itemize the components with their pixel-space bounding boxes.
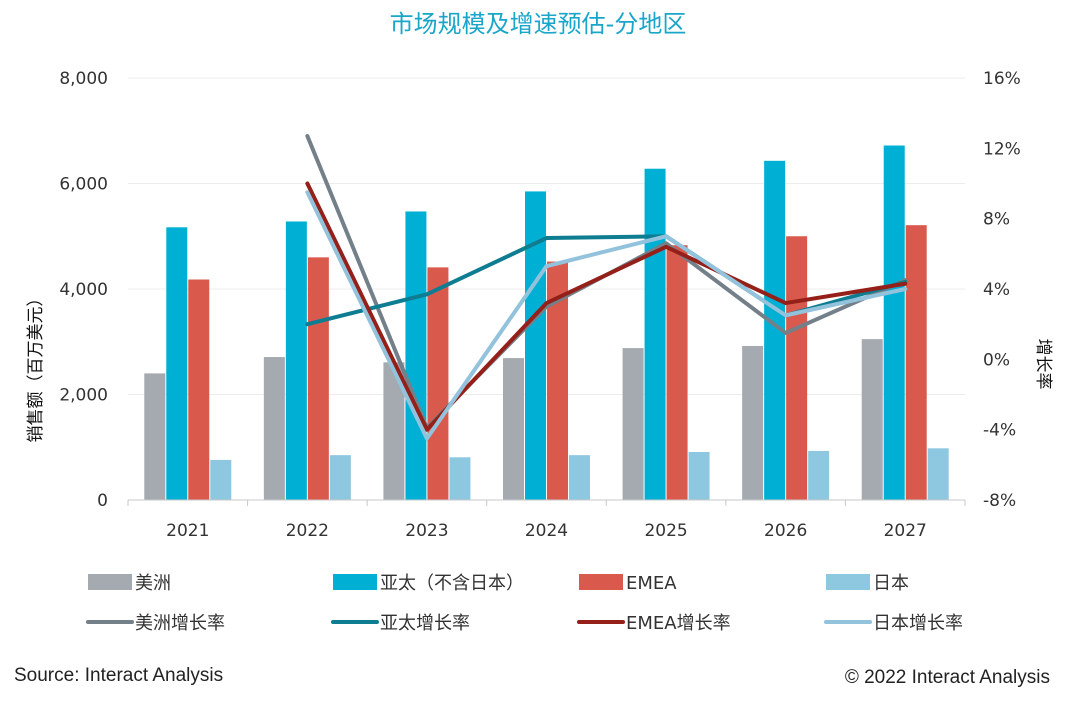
bar bbox=[307, 257, 329, 500]
bar bbox=[883, 145, 905, 500]
x-tick-label: 2021 bbox=[166, 521, 209, 541]
line-series bbox=[305, 134, 908, 441]
legend-swatch bbox=[88, 574, 132, 590]
bar bbox=[569, 455, 590, 500]
bar bbox=[644, 168, 666, 501]
y-axis-right-label: 增长率 bbox=[1033, 339, 1053, 390]
bar bbox=[742, 345, 764, 500]
copyright-note: © 2022 Interact Analysis bbox=[844, 667, 1050, 688]
legend-label: EMEA bbox=[626, 573, 677, 594]
y-left-tick-label: 8,000 bbox=[59, 69, 108, 89]
bar bbox=[927, 448, 949, 500]
gridlines bbox=[128, 77, 965, 395]
legend-label: 亚太（不含日本） bbox=[380, 573, 524, 594]
legend-label: EMEA增长率 bbox=[626, 613, 731, 634]
bar bbox=[144, 373, 166, 500]
x-tick-label: 2023 bbox=[405, 521, 448, 541]
y-right-tick-label: 16% bbox=[983, 69, 1021, 89]
x-tick-label: 2024 bbox=[525, 521, 568, 541]
bar bbox=[329, 455, 351, 500]
legend-swatch bbox=[333, 574, 377, 590]
bar bbox=[166, 227, 188, 500]
legend-label: 亚太增长率 bbox=[380, 613, 470, 634]
y-right-tick-label: 12% bbox=[983, 139, 1021, 159]
y-left-tick-label: 4,000 bbox=[59, 280, 108, 300]
bar bbox=[427, 267, 449, 500]
y-left-tick-label: 6,000 bbox=[59, 175, 108, 195]
axes: 0 2,000 4,000 6,000 8,000 -8% -4% 0% 4% 8% 12% 16% 2… bbox=[59, 69, 1020, 541]
bar-series bbox=[144, 145, 949, 501]
bar bbox=[861, 339, 883, 500]
y-axis-left-label: 销售额（百万美元） bbox=[26, 290, 46, 443]
y-left-tick-label: 2,000 bbox=[59, 386, 108, 406]
series-line bbox=[305, 190, 908, 441]
chart-title: 市场规模及增速预估-分地区 bbox=[390, 10, 687, 38]
legend-label: 日本 bbox=[873, 573, 909, 594]
bar bbox=[688, 451, 710, 500]
bar bbox=[210, 459, 232, 500]
bar bbox=[764, 160, 786, 500]
bar bbox=[525, 191, 546, 500]
bar bbox=[405, 211, 427, 500]
y-right-tick-label: -8% bbox=[983, 491, 1016, 511]
bar bbox=[449, 457, 471, 500]
bar bbox=[188, 279, 210, 500]
legend-swatch bbox=[826, 574, 870, 590]
y-right-tick-label: 4% bbox=[983, 280, 1010, 300]
bar bbox=[622, 348, 644, 500]
bar bbox=[547, 261, 568, 500]
bar bbox=[383, 362, 405, 500]
x-tick-label: 2027 bbox=[884, 521, 927, 541]
bar bbox=[263, 357, 285, 500]
x-tick-label: 2026 bbox=[764, 521, 807, 541]
y-right-tick-label: 0% bbox=[983, 350, 1010, 370]
y-right-tick-label: 8% bbox=[983, 210, 1010, 230]
x-tick-label: 2022 bbox=[286, 521, 329, 541]
y-left-tick-label: 0 bbox=[97, 491, 108, 511]
legend-label: 美洲 bbox=[135, 573, 171, 594]
bar bbox=[786, 236, 808, 500]
bar bbox=[808, 450, 830, 500]
bar bbox=[285, 221, 307, 501]
legend-swatch bbox=[579, 574, 623, 590]
y-right-tick-label: -4% bbox=[983, 421, 1016, 441]
x-tick-label: 2025 bbox=[644, 521, 687, 541]
source-note: Source: Interact Analysis bbox=[14, 665, 224, 686]
bar bbox=[905, 225, 927, 501]
legend-label: 美洲增长率 bbox=[135, 613, 225, 634]
series-line bbox=[305, 181, 908, 432]
legend-label: 日本增长率 bbox=[873, 613, 963, 634]
bar bbox=[666, 245, 688, 500]
bar bbox=[503, 358, 524, 500]
